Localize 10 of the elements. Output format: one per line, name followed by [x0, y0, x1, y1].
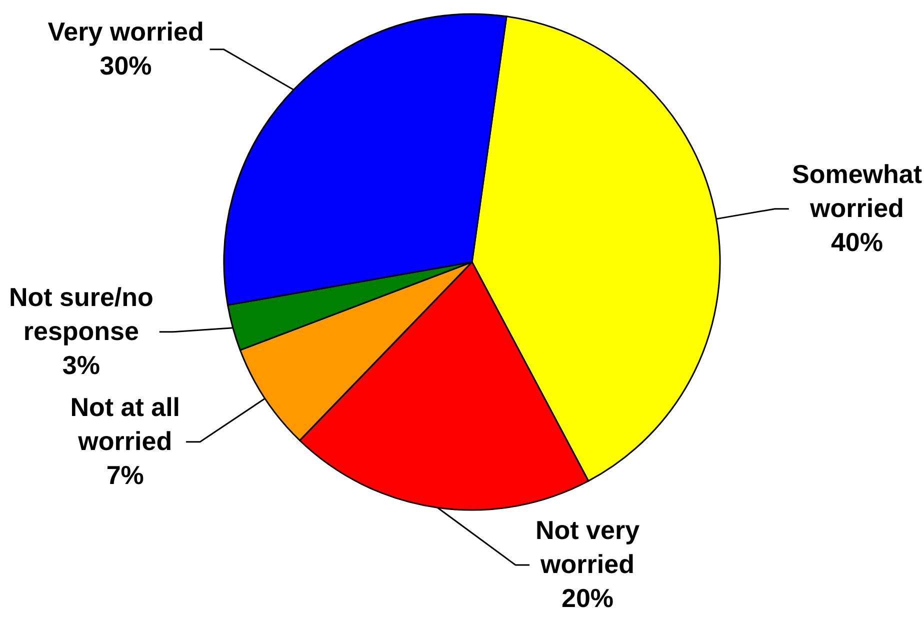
slice-label: Not at all worried — [70, 392, 180, 456]
data-label: 30% — [100, 50, 152, 80]
slice-label: Not sure/no response — [8, 282, 154, 346]
data-label: 7% — [106, 460, 144, 490]
slice-label: Not very worried — [535, 515, 640, 580]
data-label: 3% — [62, 350, 100, 380]
slice-label: Somewhat worried — [792, 158, 922, 223]
data-label: 20% — [561, 583, 614, 614]
data-label: 40% — [830, 226, 884, 257]
slice-label: Very worried — [48, 16, 204, 46]
